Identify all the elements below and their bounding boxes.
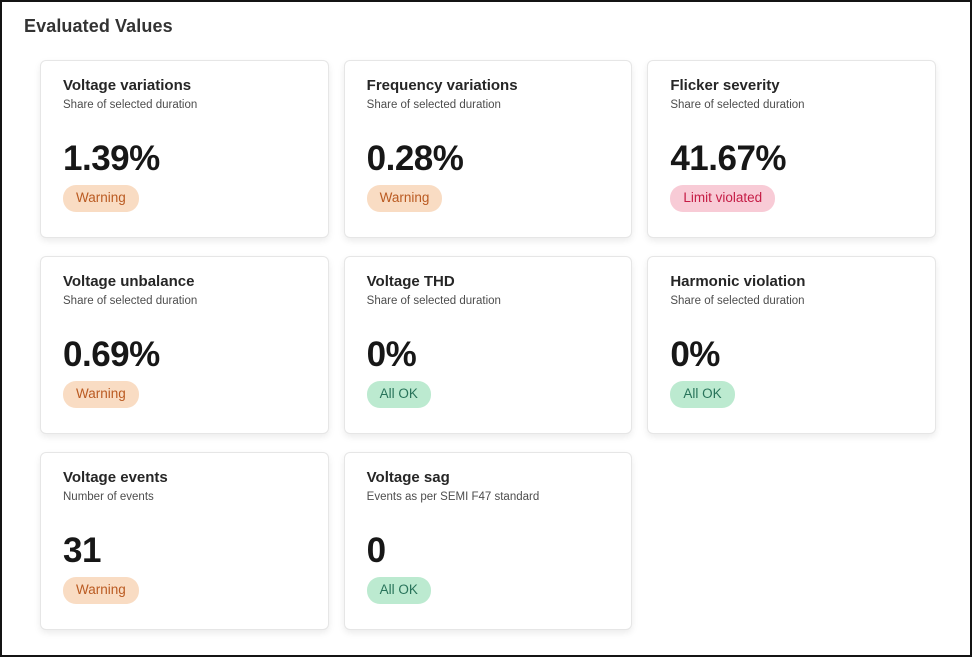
card-voltage-variations: Voltage variations Share of selected dur… (40, 60, 329, 238)
card-value: 0 (366, 531, 386, 570)
card-value: 0% (366, 335, 417, 374)
card-title: Frequency variations (366, 77, 518, 94)
card-title: Flicker severity (670, 77, 780, 94)
card-title: Voltage sag (366, 469, 450, 486)
status-badge: Limit violated (670, 185, 776, 212)
card-subtitle: Number of events (63, 491, 154, 503)
card-title: Voltage unbalance (63, 273, 195, 290)
status-badge: All OK (670, 381, 735, 408)
card-voltage-unbalance: Voltage unbalance Share of selected dura… (40, 256, 329, 434)
card-voltage-thd: Voltage THD Share of selected duration 0… (343, 256, 633, 434)
card-subtitle: Share of selected duration (670, 295, 805, 307)
card-value: 0% (670, 335, 720, 374)
card-voltage-events: Voltage events Number of events 31 Warni… (40, 452, 329, 630)
card-flicker-severity: Flicker severity Share of selected durat… (647, 60, 936, 238)
card-value: 1.39% (63, 139, 160, 178)
status-badge: Warning (366, 185, 443, 212)
card-subtitle: Share of selected duration (670, 99, 805, 111)
card-harmonic-violation: Harmonic violation Share of selected dur… (647, 256, 936, 434)
card-title: Voltage events (63, 469, 168, 486)
card-subtitle: Share of selected duration (63, 99, 198, 111)
kpi-cards-grid: Voltage variations Share of selected dur… (40, 60, 936, 630)
card-value: 41.67% (670, 139, 787, 178)
status-badge: All OK (366, 381, 431, 408)
status-badge: Warning (63, 577, 139, 604)
card-title: Harmonic violation (670, 273, 806, 290)
card-subtitle: Events as per SEMI F47 standard (366, 491, 540, 503)
card-subtitle: Share of selected duration (63, 295, 198, 307)
card-subtitle: Share of selected duration (366, 295, 501, 307)
card-title: Voltage THD (366, 273, 455, 290)
card-frequency-variations: Frequency variations Share of selected d… (343, 60, 633, 238)
status-badge: Warning (63, 185, 139, 212)
card-subtitle: Share of selected duration (366, 99, 501, 111)
card-title: Voltage variations (63, 77, 192, 94)
card-value: 0.69% (63, 335, 160, 374)
card-value: 0.28% (366, 139, 464, 178)
card-voltage-sag: Voltage sag Events as per SEMI F47 stand… (343, 452, 633, 630)
status-badge: All OK (366, 577, 431, 604)
card-value: 31 (63, 531, 101, 570)
page-title: Evaluated Values (24, 16, 173, 36)
status-badge: Warning (63, 381, 139, 408)
